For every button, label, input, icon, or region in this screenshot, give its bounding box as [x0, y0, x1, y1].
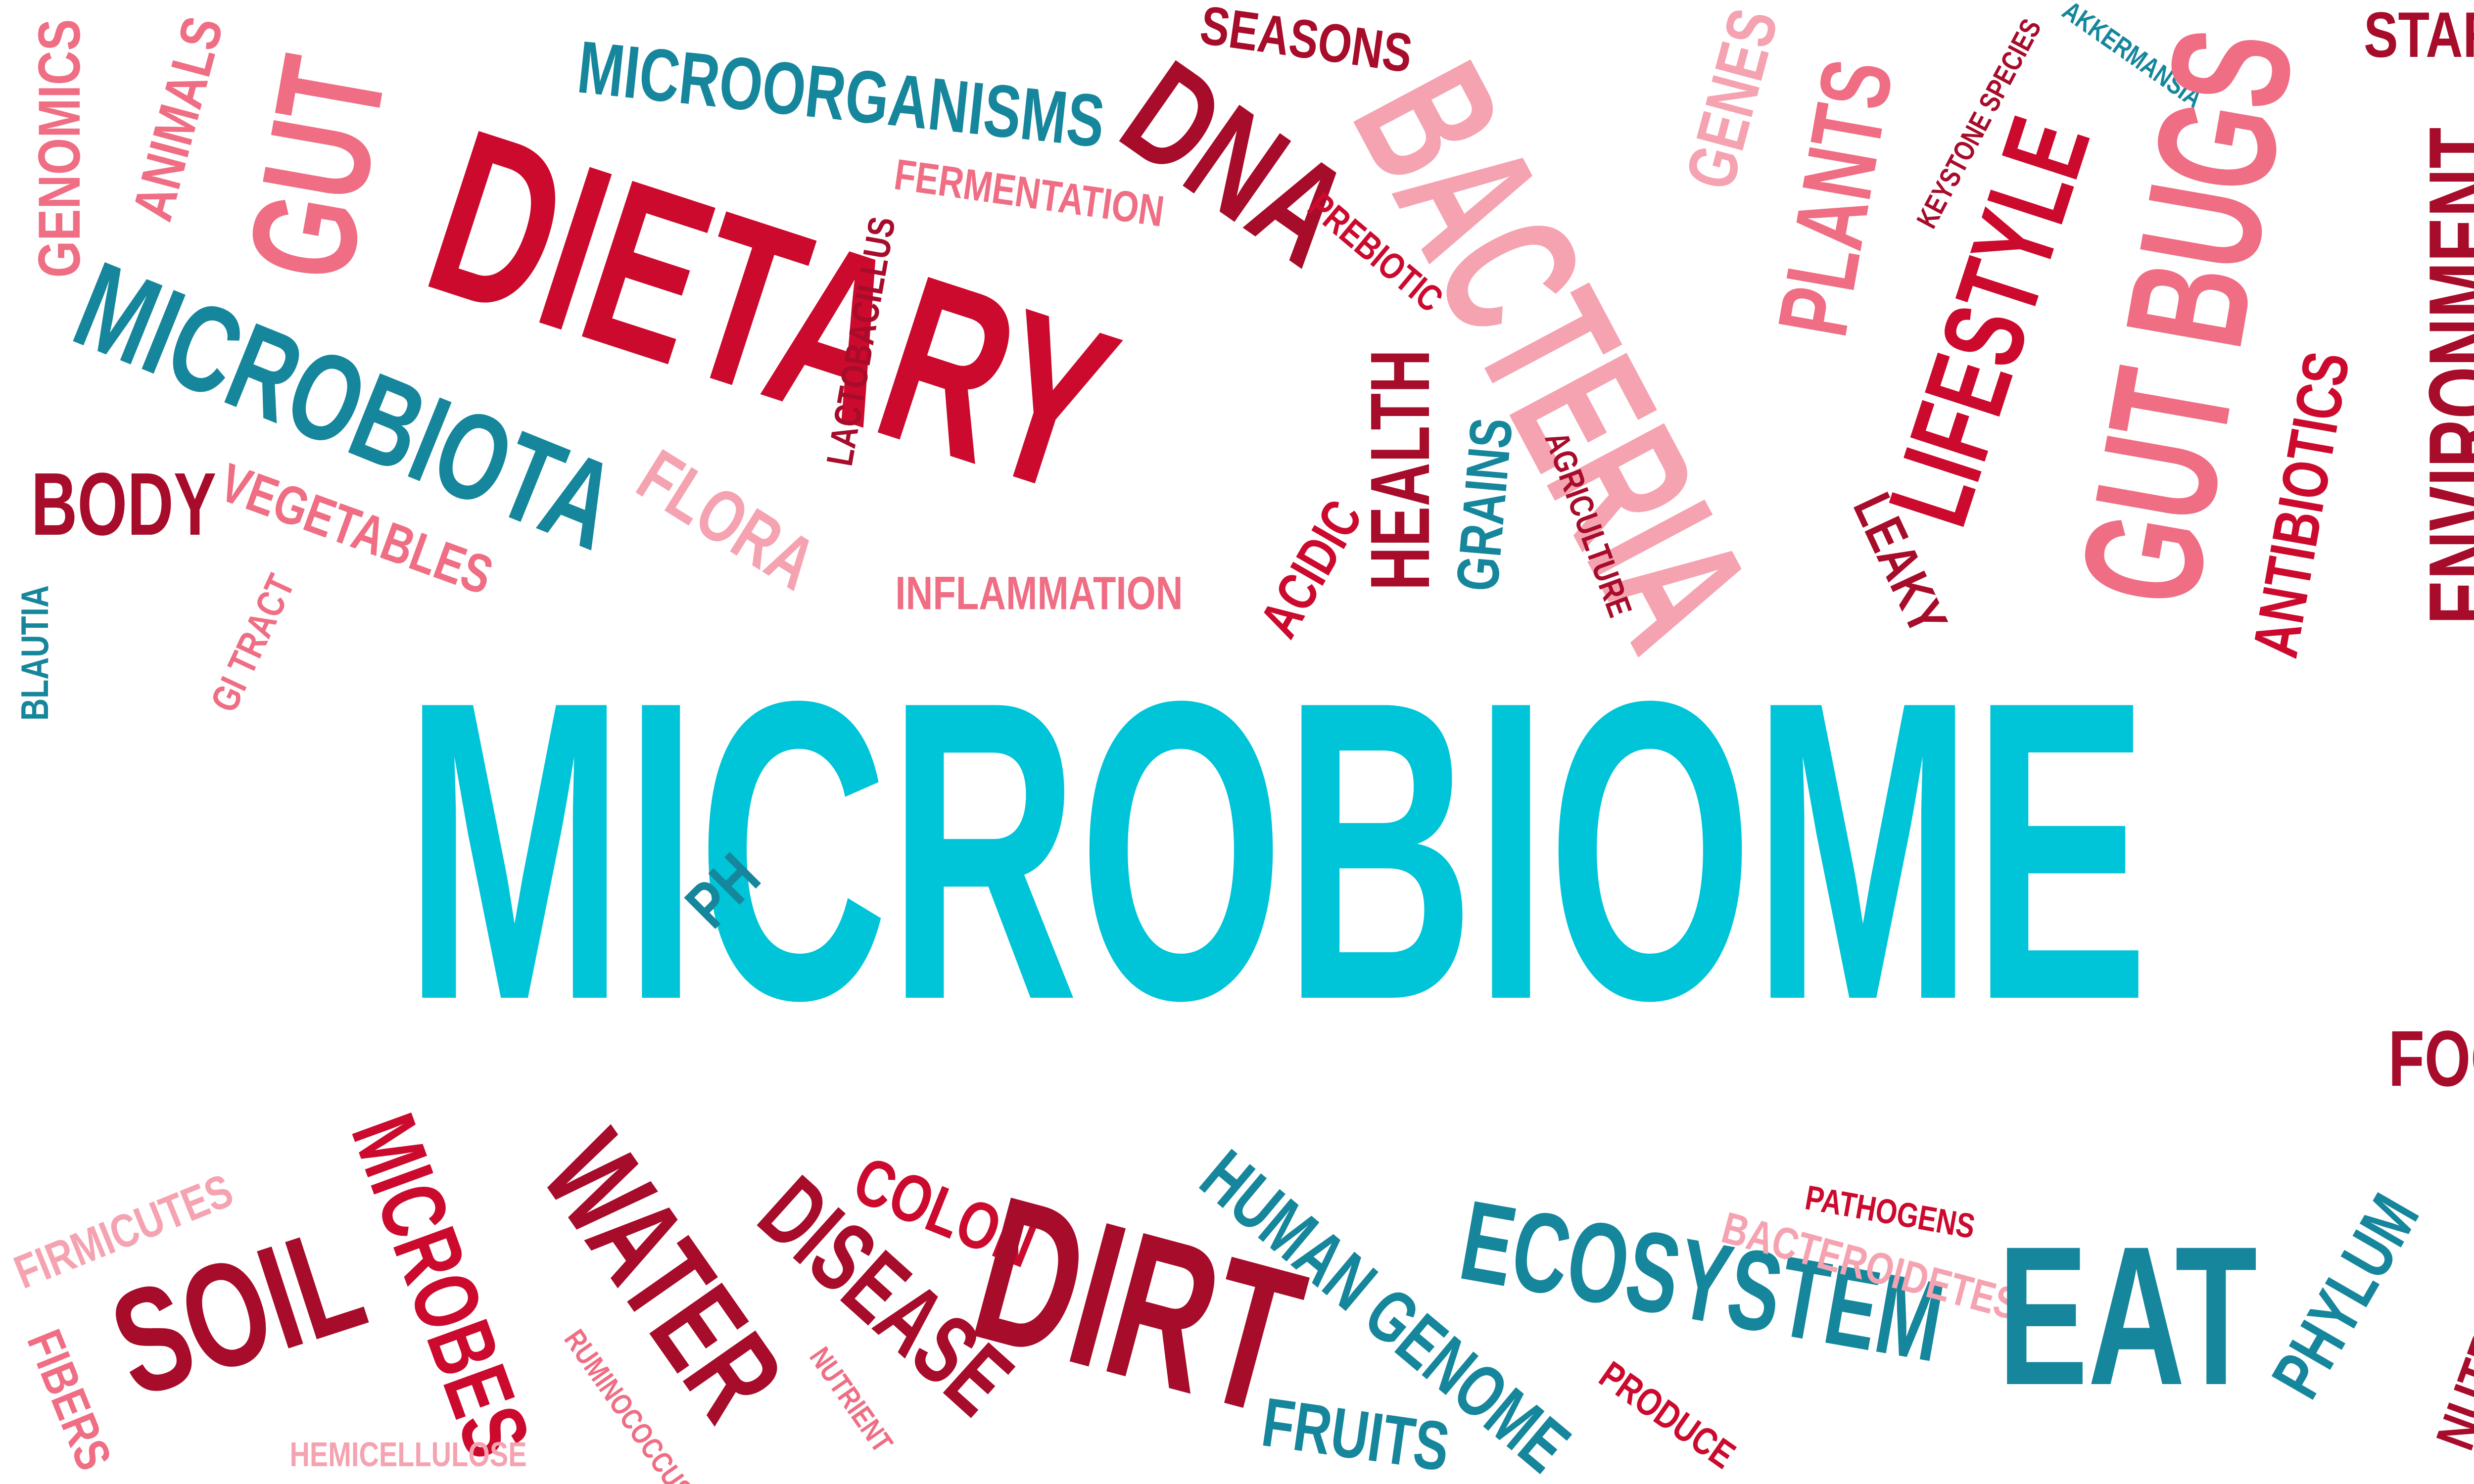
word-eat: EAT: [1998, 1205, 2257, 1426]
word-microbiome: MICROBIOME: [404, 613, 2149, 1088]
word-animals: ANIMALS: [120, 10, 236, 227]
word-flora: FLORA: [624, 433, 831, 605]
word-water: WATER: [515, 1108, 811, 1444]
word-inflammation: INFLAMMATION: [895, 567, 1183, 620]
word-fruits: FRUITS: [1257, 1383, 1454, 1484]
word-health: HEALTH: [1353, 349, 1447, 591]
word-gut: GUT: [216, 46, 418, 291]
word-phylum: PHYLUM: [2256, 1181, 2434, 1410]
word-produce: PRODUCE: [1591, 1352, 1744, 1477]
word-body: BODY: [31, 455, 217, 554]
word-environment: ENVIRONMENT: [2409, 127, 2474, 625]
word-microbes: MICROBES: [332, 1102, 550, 1471]
word-plants: PLANTS: [1757, 51, 1914, 344]
word-hemicellulose: HEMICELLULOSE: [289, 1435, 527, 1474]
word-nutrition: NUTRITION: [2424, 1213, 2474, 1457]
word-genes: GENES: [1670, 1, 1793, 197]
word-gi-tract: GI TRACT: [201, 567, 303, 719]
word-starch: STARCH: [2364, 0, 2474, 71]
word-grains: GRAINS: [1444, 415, 1525, 594]
word-food: FOOD: [2388, 1014, 2474, 1103]
word-genomics: GENOMICS: [26, 19, 93, 278]
word-blautia: BLAUTIA: [13, 585, 56, 721]
word-fibers: FIBERS: [16, 1322, 122, 1478]
